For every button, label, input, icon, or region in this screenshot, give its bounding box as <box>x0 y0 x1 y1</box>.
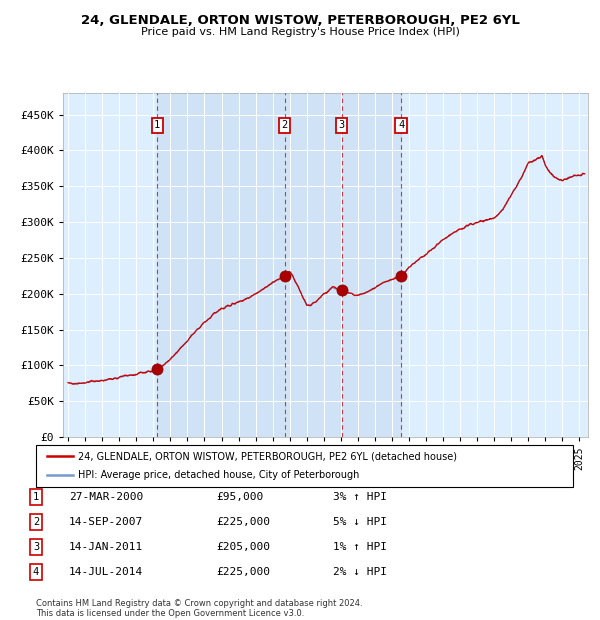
Text: 27-MAR-2000: 27-MAR-2000 <box>69 492 143 502</box>
Text: 2% ↓ HPI: 2% ↓ HPI <box>333 567 387 577</box>
Text: 1: 1 <box>33 492 39 502</box>
Text: 3: 3 <box>33 542 39 552</box>
Text: £95,000: £95,000 <box>216 492 263 502</box>
Text: 5% ↓ HPI: 5% ↓ HPI <box>333 517 387 527</box>
Text: 14-SEP-2007: 14-SEP-2007 <box>69 517 143 527</box>
Text: 14-JAN-2011: 14-JAN-2011 <box>69 542 143 552</box>
Text: 3: 3 <box>338 120 344 130</box>
Text: 14-JUL-2014: 14-JUL-2014 <box>69 567 143 577</box>
Text: 24, GLENDALE, ORTON WISTOW, PETERBOROUGH, PE2 6YL: 24, GLENDALE, ORTON WISTOW, PETERBOROUGH… <box>80 14 520 27</box>
Text: 2: 2 <box>281 120 288 130</box>
Text: 3% ↑ HPI: 3% ↑ HPI <box>333 492 387 502</box>
Text: 1: 1 <box>154 120 160 130</box>
Text: HPI: Average price, detached house, City of Peterborough: HPI: Average price, detached house, City… <box>78 470 359 480</box>
Bar <box>157 93 401 437</box>
Text: 24, GLENDALE, ORTON WISTOW, PETERBOROUGH, PE2 6YL (detached house): 24, GLENDALE, ORTON WISTOW, PETERBOROUGH… <box>78 451 457 461</box>
Text: 1% ↑ HPI: 1% ↑ HPI <box>333 542 387 552</box>
Text: 4: 4 <box>33 567 39 577</box>
Text: £225,000: £225,000 <box>216 517 270 527</box>
Text: 4: 4 <box>398 120 404 130</box>
Text: £225,000: £225,000 <box>216 567 270 577</box>
Text: £205,000: £205,000 <box>216 542 270 552</box>
Text: Contains HM Land Registry data © Crown copyright and database right 2024.
This d: Contains HM Land Registry data © Crown c… <box>36 599 362 618</box>
Text: 2: 2 <box>33 517 39 527</box>
Text: Price paid vs. HM Land Registry's House Price Index (HPI): Price paid vs. HM Land Registry's House … <box>140 27 460 37</box>
